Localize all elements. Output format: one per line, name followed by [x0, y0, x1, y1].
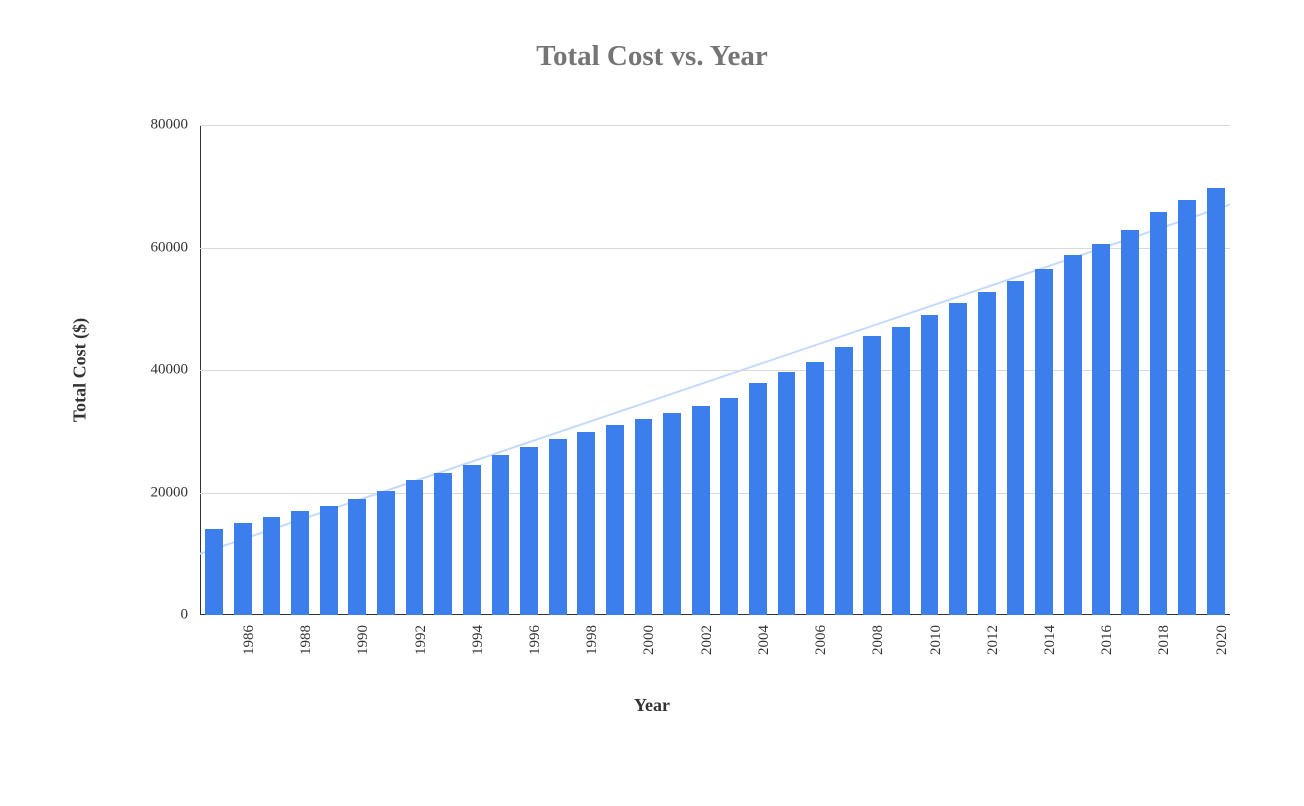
bar [1150, 212, 1168, 615]
bar [549, 439, 567, 615]
x-tick-label: 2004 [756, 625, 773, 655]
x-tick-label: 2002 [699, 625, 716, 655]
bar [606, 425, 624, 615]
bar [1007, 281, 1025, 615]
bar [978, 292, 996, 615]
bar [1092, 244, 1110, 615]
bar [377, 491, 395, 615]
x-tick-label: 1990 [355, 625, 372, 655]
bar [320, 506, 338, 615]
x-tick-label: 1996 [527, 625, 544, 655]
bar [234, 523, 252, 615]
bar [892, 327, 910, 615]
x-tick-label: 2000 [641, 625, 658, 655]
grid-line [200, 248, 1230, 249]
x-tick-label: 2016 [1099, 625, 1116, 655]
bar [205, 529, 223, 615]
bar [263, 517, 281, 615]
bar [720, 398, 738, 615]
bar [406, 480, 424, 615]
x-tick-label: 1994 [470, 625, 487, 655]
x-tick-label: 2012 [985, 625, 1002, 655]
bar [1207, 188, 1225, 615]
y-axis-title: Total Cost ($) [70, 318, 91, 422]
x-tick-label: 2010 [928, 625, 945, 655]
bar [778, 372, 796, 615]
y-tick-label: 20000 [151, 484, 189, 501]
bar [1121, 230, 1139, 615]
grid-line [200, 125, 1230, 126]
chart-title: Total Cost vs. Year [0, 40, 1304, 73]
x-tick-label: 1986 [241, 625, 258, 655]
bar [463, 465, 481, 615]
bar [749, 383, 767, 615]
x-tick-label: 1998 [584, 625, 601, 655]
chart-container: Total Cost vs. Year 02000040000600008000… [0, 0, 1304, 806]
bar [348, 499, 366, 615]
bar [921, 315, 939, 615]
bar [492, 455, 510, 615]
y-tick-label: 40000 [151, 362, 189, 379]
bar [692, 406, 710, 615]
bar [520, 447, 538, 615]
bar [291, 511, 309, 615]
bar [635, 419, 653, 615]
x-tick-label: 1992 [413, 625, 430, 655]
bar [1064, 255, 1082, 615]
x-tick-label: 2014 [1042, 625, 1059, 655]
x-tick-label: 1988 [298, 625, 315, 655]
bar [663, 413, 681, 615]
bar [835, 347, 853, 615]
bar [1178, 200, 1196, 615]
x-tick-label: 2018 [1156, 625, 1173, 655]
y-tick-label: 0 [181, 607, 189, 624]
bar [577, 432, 595, 615]
bar [806, 362, 824, 615]
y-tick-label: 60000 [151, 239, 189, 256]
x-tick-label: 2020 [1214, 625, 1231, 655]
plot-area: 0200004000060000800001986198819901992199… [200, 125, 1230, 615]
bar [863, 336, 881, 615]
bar [1035, 269, 1053, 615]
bar [434, 473, 452, 615]
x-tick-label: 2006 [813, 625, 830, 655]
x-axis-title: Year [0, 695, 1304, 716]
x-tick-label: 2008 [870, 625, 887, 655]
y-tick-label: 80000 [151, 117, 189, 134]
bar [949, 303, 967, 615]
